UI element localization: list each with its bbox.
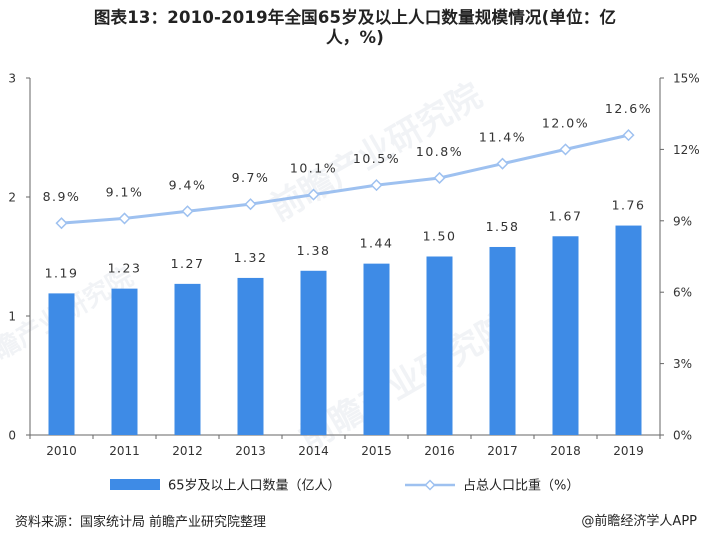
line-series-layer: [55, 129, 635, 230]
bar-data-label: 1.58: [486, 219, 520, 234]
left-axis-tick-label: 0: [8, 429, 16, 443]
bar: [489, 246, 516, 435]
right-axis-tick-label: 12%: [673, 143, 700, 157]
x-axis-tick-label: 2019: [613, 444, 644, 458]
source-org: 前瞻产业研究院整理: [149, 515, 267, 530]
bar: [363, 263, 390, 435]
line-data-label: 8.9%: [43, 189, 81, 204]
data-labels-layer: 1.19 1.23 1.27 1.32 1.38 1.44 1.50 1.58 1.67 1.76…: [43, 101, 652, 280]
bar-data-label: 1.38: [297, 243, 331, 258]
line-data-label: 10.1%: [290, 161, 337, 176]
bar-series-layer: [48, 225, 642, 435]
right-axis-tick-label: 6%: [673, 286, 692, 300]
x-axis-tick-label: 2017: [487, 444, 518, 458]
line-data-label: 12.0%: [542, 115, 589, 130]
x-axis-tick-label: 2018: [550, 444, 581, 458]
line-data-label: 9.7%: [232, 170, 270, 185]
line-point-marker: [496, 157, 509, 170]
bar-data-label: 1.76: [612, 198, 646, 213]
line-point-marker: [307, 188, 320, 201]
chart-title: 图表13：2010-2019年全国65岁及以上人口数量规模情况(单位：亿 人，%…: [20, 8, 690, 48]
bar: [174, 283, 201, 435]
bar-data-label: 1.67: [549, 208, 583, 223]
bar: [426, 256, 453, 435]
line-data-label: 12.6%: [605, 101, 652, 116]
source-label: 资料来源：国家统计局: [15, 515, 146, 530]
left-axis-tick-label: 2: [8, 191, 16, 205]
right-axis-tick-label: 9%: [673, 214, 692, 228]
x-axis-tick-label: 2016: [424, 444, 455, 458]
right-axis-tick-label: 15%: [673, 72, 700, 86]
chart-title-line2: 人，%): [326, 28, 384, 47]
bar-data-label: 1.50: [423, 229, 457, 244]
legend-line-marker: [424, 479, 436, 491]
bar-data-label: 1.19: [45, 265, 79, 280]
line-point-marker: [622, 129, 635, 142]
footer-source: 资料来源：国家统计局 前瞻产业研究院整理: [15, 511, 266, 530]
right-axis-tick-label: 3%: [673, 357, 692, 371]
line-point-marker: [559, 143, 572, 156]
bar: [552, 236, 579, 435]
line-point-marker: [118, 212, 131, 225]
right-axis-tick-label: 0%: [673, 429, 692, 443]
line-point-marker: [181, 205, 194, 218]
bar-data-label: 1.23: [108, 261, 142, 276]
line-data-label: 10.5%: [353, 151, 400, 166]
left-axis-tick-label: 3: [8, 72, 16, 86]
line-point-marker: [370, 179, 383, 192]
x-axis-tick-label: 2010: [46, 444, 77, 458]
x-axis-tick-label: 2014: [298, 444, 329, 458]
bar-data-label: 1.44: [360, 236, 394, 251]
line-data-label: 11.4%: [479, 130, 526, 145]
bar-data-label: 1.32: [234, 250, 268, 265]
line-series-path: [61, 133, 629, 225]
line-data-label: 9.4%: [169, 177, 207, 192]
line-data-label: 10.8%: [416, 144, 463, 159]
x-axis-tick-label: 2013: [235, 444, 266, 458]
x-axis-tick-label: 2012: [172, 444, 203, 458]
chart-title-line1: 图表13：2010-2019年全国65岁及以上人口数量规模情况(单位：亿: [93, 8, 617, 27]
legend-bar-label: 65岁及以上人口数量（亿人）: [168, 479, 341, 494]
bar: [48, 293, 75, 435]
left-axis-tick-label: 1: [8, 310, 16, 324]
bar-data-label: 1.27: [171, 256, 205, 271]
bar: [111, 288, 138, 435]
legend-line-label: 占总人口比重（%）: [463, 478, 579, 494]
line-point-marker: [55, 217, 68, 230]
x-axis-tick-label: 2011: [109, 444, 140, 458]
footer-brand: @前瞻经济学人APP: [581, 514, 697, 529]
legend-layer: 65岁及以上人口数量（亿人） 占总人口比重（%）: [110, 478, 579, 494]
legend-bar-swatch: [110, 479, 160, 490]
line-data-label: 9.1%: [106, 184, 144, 199]
x-axis-tick-label: 2015: [361, 444, 392, 458]
bar: [300, 270, 327, 435]
bar: [615, 225, 642, 435]
line-point-marker: [244, 198, 257, 211]
bar: [237, 277, 264, 435]
line-point-marker: [433, 171, 446, 185]
